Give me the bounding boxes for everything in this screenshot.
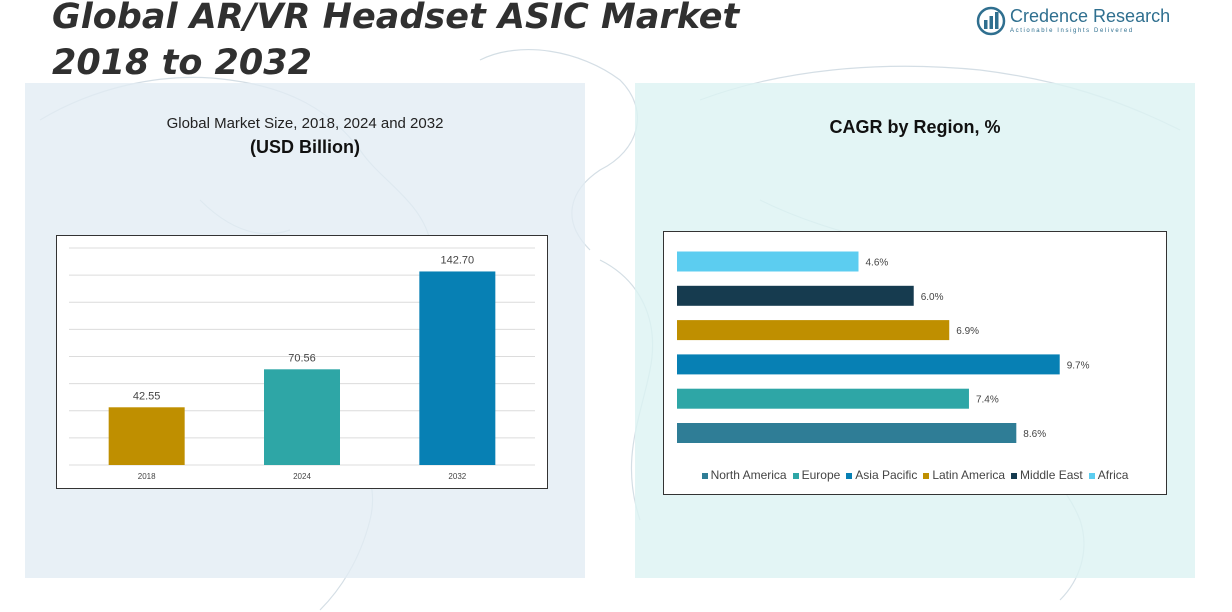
- x-tick-label: 2032: [448, 472, 466, 481]
- legend-item-latin-america: Latin America: [923, 468, 1005, 482]
- legend-label: Middle East: [1020, 468, 1083, 482]
- data-label-north-america: 8.6%: [1023, 429, 1046, 440]
- cagr-title: CAGR by Region, %: [829, 117, 1001, 137]
- data-label-2024: 70.56: [288, 352, 316, 364]
- brand-logo: Credence Research Actionable Insights De…: [976, 6, 1176, 40]
- legend-item-africa: Africa: [1088, 468, 1129, 482]
- x-tick-label: 2018: [138, 472, 156, 481]
- bar-chart-globe-icon: [976, 6, 1006, 36]
- cagr-chart: 4.6% 6.0% 6.9% 9.7% 7.4% 8.6% North America Eu…: [663, 231, 1167, 495]
- logo-tagline: Actionable Insights Delivered: [1010, 28, 1134, 34]
- bar-latin-america: [677, 320, 950, 341]
- cagr-legend: North America Europe Asia Pacific Latin Ame…: [664, 468, 1166, 482]
- legend-item-europe: Europe: [792, 468, 841, 482]
- logo-name: Credence Research: [1010, 6, 1171, 26]
- bar-middle-east: [677, 285, 914, 306]
- market-size-subtitle: (USD Billion): [250, 137, 360, 157]
- legend-item-north-america: North America: [701, 468, 787, 482]
- legend-label: Europe: [801, 468, 841, 482]
- legend-swatch: [701, 472, 708, 479]
- bar-africa: [677, 251, 859, 272]
- legend-label: Latin America: [932, 468, 1006, 482]
- bar-europe: [677, 388, 969, 409]
- legend-swatch: [1011, 472, 1018, 479]
- cagr-chart-svg: 4.6% 6.0% 6.9% 9.7% 7.4% 8.6%: [677, 251, 1090, 443]
- legend-label: North America: [710, 468, 787, 482]
- bar-2024: [264, 369, 340, 465]
- bar-asia-pacific: [677, 354, 1060, 375]
- market-size-title: Global Market Size, 2018, 2024 and 2032: [166, 115, 444, 132]
- legend-swatch: [846, 472, 853, 479]
- data-label-middle-east: 6.0%: [921, 292, 944, 303]
- legend-item-asia-pacific: Asia Pacific: [846, 468, 917, 482]
- bar-north-america: [677, 423, 1017, 443]
- data-label-2018: 42.55: [133, 390, 161, 402]
- data-label-asia-pacific: 9.7%: [1067, 360, 1090, 371]
- data-label-africa: 4.6%: [865, 258, 888, 269]
- bar-2032: [419, 271, 496, 465]
- legend-item-middle-east: Middle East: [1011, 468, 1083, 482]
- data-label-2032: 142.70: [441, 254, 475, 266]
- page-title: Global AR/VR Headset ASIC Market 2018 to…: [52, 0, 740, 83]
- bar-2018: [108, 407, 185, 465]
- legend-swatch: [1088, 472, 1095, 479]
- data-label-europe: 7.4%: [976, 395, 999, 406]
- x-tick-label: 2024: [293, 472, 311, 481]
- market-size-chart-svg: 42.55 2018 70.56 2024 142.70 2032: [69, 247, 535, 481]
- data-label-latin-america: 6.9%: [956, 326, 979, 337]
- legend-label: Africa: [1097, 468, 1129, 482]
- market-size-chart: 42.55 2018 70.56 2024 142.70 2032: [56, 235, 548, 489]
- legend-swatch: [792, 472, 799, 479]
- legend-label: Asia Pacific: [855, 468, 918, 482]
- legend-swatch: [923, 472, 930, 479]
